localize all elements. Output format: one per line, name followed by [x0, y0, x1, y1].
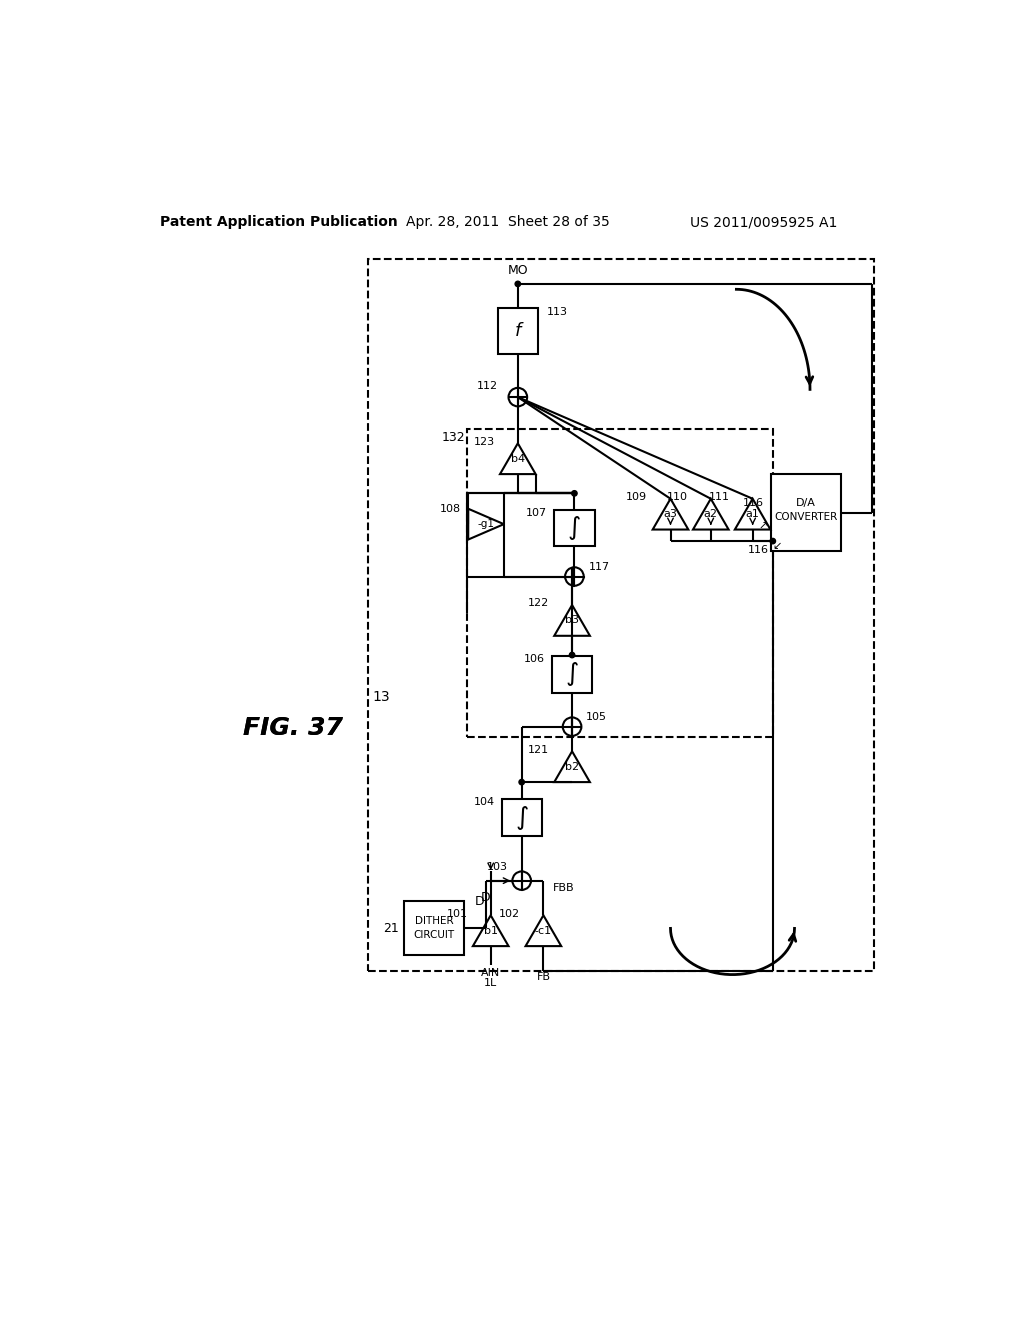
Bar [554, 510, 595, 546]
Text: $\int$: $\int$ [565, 660, 579, 688]
Text: b3: b3 [565, 615, 580, 626]
Text: FIG. 37: FIG. 37 [243, 717, 343, 741]
Text: 103: 103 [486, 862, 508, 871]
Text: b1: b1 [483, 925, 498, 936]
Text: 117: 117 [589, 561, 609, 572]
Bar [552, 656, 592, 693]
Text: CONVERTER: CONVERTER [774, 512, 838, 523]
Text: -c1: -c1 [535, 925, 552, 936]
Text: D: D [481, 891, 490, 904]
Text: $\int$: $\int$ [567, 513, 582, 543]
Text: 101: 101 [446, 908, 467, 919]
Text: 104: 104 [473, 797, 495, 807]
Bar [771, 474, 841, 552]
Text: 113: 113 [547, 308, 568, 317]
Text: 21: 21 [384, 921, 399, 935]
Text: FBB: FBB [553, 883, 574, 894]
Circle shape [515, 281, 520, 286]
Text: AIN: AIN [481, 968, 501, 978]
Text: a1: a1 [745, 510, 760, 519]
Text: ↙: ↙ [772, 541, 781, 552]
Text: 116: 116 [742, 499, 764, 508]
Text: a2: a2 [703, 510, 718, 519]
Bar [502, 799, 542, 836]
Text: -g1: -g1 [477, 519, 495, 529]
Text: FB: FB [537, 972, 551, 982]
Text: 132: 132 [441, 430, 465, 444]
Circle shape [770, 539, 775, 544]
Text: b2: b2 [565, 762, 580, 772]
Bar [467, 429, 773, 738]
Text: 112: 112 [477, 380, 499, 391]
Bar [369, 259, 874, 970]
Text: 123: 123 [473, 437, 495, 446]
Bar [498, 308, 538, 354]
Text: D/A: D/A [797, 499, 816, 508]
Text: 102: 102 [499, 908, 520, 919]
Text: 110: 110 [667, 492, 687, 502]
Text: a3: a3 [664, 510, 678, 519]
Text: $\int$: $\int$ [515, 804, 528, 832]
Text: 108: 108 [440, 504, 461, 513]
Text: f: f [515, 322, 521, 339]
Text: US 2011/0095925 A1: US 2011/0095925 A1 [690, 215, 838, 230]
Text: 116: 116 [748, 545, 769, 554]
Circle shape [519, 779, 524, 785]
Text: Apr. 28, 2011  Sheet 28 of 35: Apr. 28, 2011 Sheet 28 of 35 [406, 215, 609, 230]
Circle shape [569, 652, 574, 657]
Text: 111: 111 [709, 492, 729, 502]
Text: Patent Application Publication: Patent Application Publication [160, 215, 398, 230]
Text: 121: 121 [527, 744, 549, 755]
Text: 107: 107 [526, 508, 547, 517]
Text: FIG. 37: FIG. 37 [243, 717, 343, 741]
Text: CIRCUIT: CIRCUIT [414, 929, 455, 940]
Text: 109: 109 [626, 492, 647, 502]
Text: 122: 122 [527, 598, 549, 609]
Text: DITHER: DITHER [415, 916, 454, 927]
Text: b4: b4 [511, 454, 525, 463]
Text: D: D [475, 895, 484, 908]
Text: ↗: ↗ [759, 521, 768, 532]
Text: 1L: 1L [484, 978, 498, 989]
Text: 105: 105 [586, 711, 607, 722]
Text: 13: 13 [372, 690, 390, 705]
Text: 106: 106 [524, 653, 545, 664]
Bar [403, 902, 464, 956]
Text: MO: MO [508, 264, 528, 277]
Circle shape [571, 491, 578, 496]
